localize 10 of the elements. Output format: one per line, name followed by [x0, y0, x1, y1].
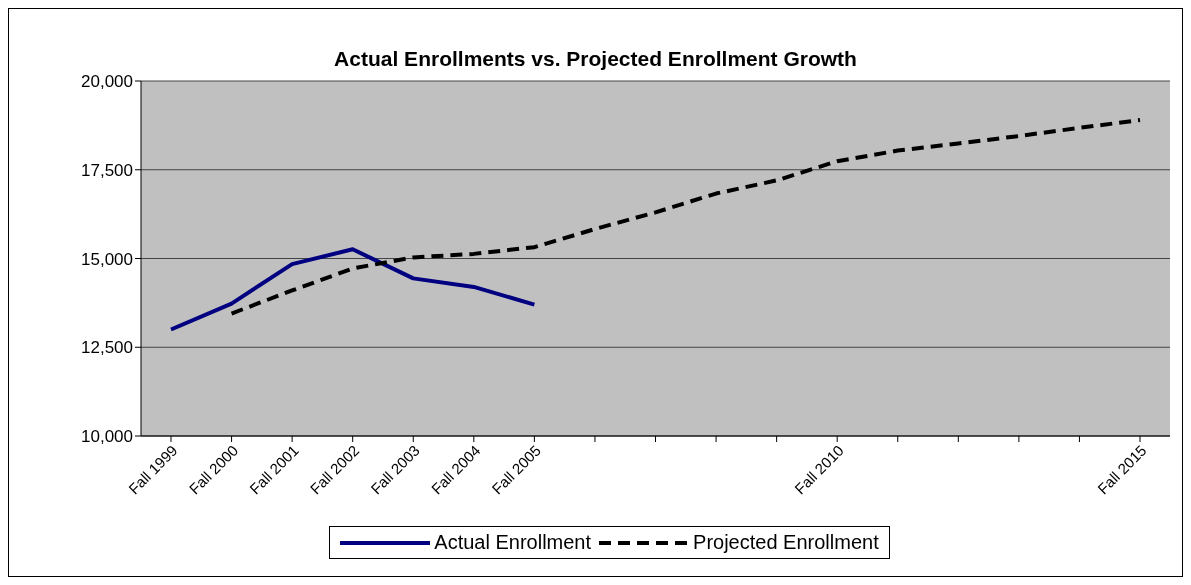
legend-label: Actual Enrollment	[434, 531, 592, 554]
y-tick-label: 10,000	[81, 427, 133, 447]
y-tick-label: 12,500	[81, 338, 133, 358]
line-series	[169, 247, 537, 332]
legend-label: Projected Enrollment	[693, 531, 879, 554]
y-tick-label: 20,000	[81, 72, 133, 92]
line-series	[229, 118, 1142, 316]
y-tick-label: 17,500	[81, 160, 133, 180]
y-tick-label: 15,000	[81, 249, 133, 269]
chart-title: Actual Enrollments vs. Projected Enrollment Growth	[333, 47, 858, 71]
